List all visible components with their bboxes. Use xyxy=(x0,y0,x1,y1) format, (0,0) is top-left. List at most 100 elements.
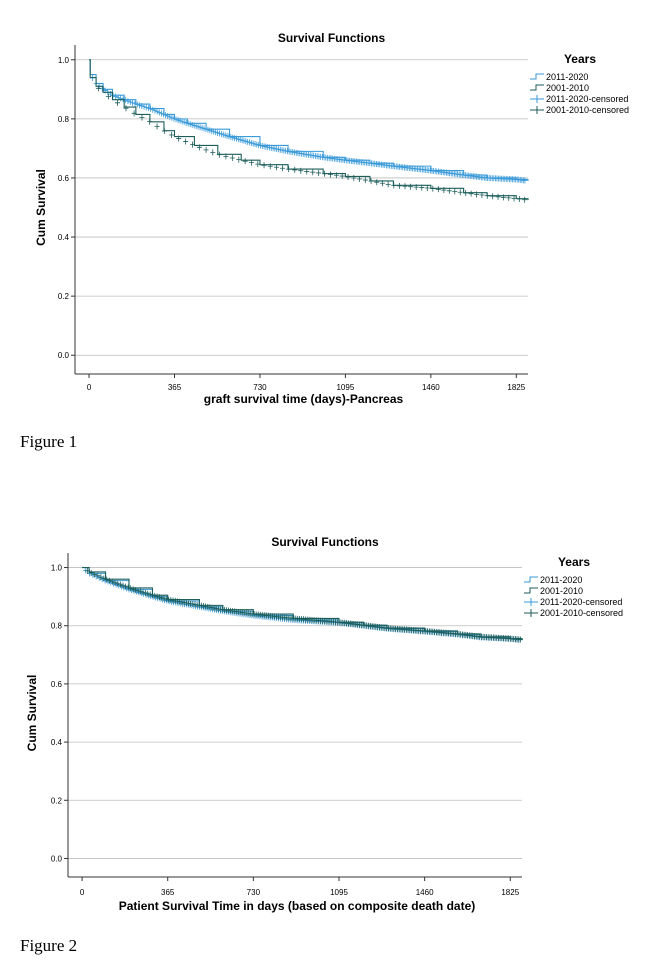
censor-mark xyxy=(158,110,164,117)
censor-mark xyxy=(139,114,145,121)
censor-mark xyxy=(112,579,118,586)
censor-mark xyxy=(522,196,528,203)
censor-mark xyxy=(203,146,209,153)
censor-mark xyxy=(118,95,124,102)
censor-mark xyxy=(125,98,131,105)
censor-mark xyxy=(145,105,151,112)
censor-marks-2011-2020 xyxy=(90,75,528,184)
censor-mark xyxy=(516,196,522,203)
censor-mark xyxy=(88,569,94,576)
censor-mark xyxy=(131,110,137,117)
censor-mark xyxy=(210,149,216,156)
censor-mark xyxy=(156,109,162,116)
censor-mark xyxy=(424,185,430,192)
censor-mark xyxy=(128,585,134,592)
censor-mark xyxy=(147,118,153,125)
censor-mark xyxy=(298,167,304,174)
censor-mark xyxy=(169,114,175,121)
censor-mark xyxy=(133,586,139,593)
censor-mark xyxy=(154,123,160,130)
censor-mark xyxy=(368,178,374,185)
censor-mark xyxy=(101,575,107,582)
censor-mark xyxy=(117,581,123,588)
legend-swatch-censor xyxy=(524,598,538,606)
censor-mark xyxy=(479,192,485,199)
censor-marks-2001-2010 xyxy=(95,85,528,203)
censor-mark xyxy=(109,578,115,585)
censor-mark xyxy=(135,587,141,594)
y-tick-label: 0.6 xyxy=(51,680,63,689)
censor-mark xyxy=(84,567,90,574)
censor-mark xyxy=(165,113,171,120)
censor-mark xyxy=(150,106,156,113)
y-tick-label: 0.8 xyxy=(51,622,63,631)
x-tick-label: 365 xyxy=(161,888,175,897)
censor-mark xyxy=(95,572,101,579)
censor-mark xyxy=(161,111,167,118)
censor-mark xyxy=(267,163,273,170)
censor-mark xyxy=(216,151,222,158)
censor-mark xyxy=(176,135,182,142)
censor-mark xyxy=(452,188,458,195)
censor-mark xyxy=(446,187,452,194)
censor-mark xyxy=(286,166,292,173)
censor-mark xyxy=(141,103,147,110)
censor-mark xyxy=(123,105,129,112)
legend-title: Years xyxy=(558,555,590,569)
censor-mark xyxy=(161,595,167,602)
y-tick-label: 0.6 xyxy=(58,174,70,183)
y-tick-label: 0.0 xyxy=(58,351,70,360)
censor-mark xyxy=(457,189,463,196)
censor-mark xyxy=(139,102,145,109)
censor-mark xyxy=(167,113,173,120)
censor-mark xyxy=(379,180,385,187)
figure-caption: Figure 2 xyxy=(20,936,78,955)
censor-mark xyxy=(495,193,501,200)
series-line-2001-2010 xyxy=(89,59,529,201)
censor-mark xyxy=(148,105,154,112)
legend-label: 2001-2010-censored xyxy=(540,608,623,618)
x-tick-label: 1095 xyxy=(330,888,348,897)
censor-mark xyxy=(132,100,138,107)
censor-mark xyxy=(166,596,172,603)
censor-mark xyxy=(310,169,316,176)
censor-mark xyxy=(163,596,169,603)
censor-mark xyxy=(362,177,368,184)
censor-mark xyxy=(161,127,167,134)
censor-mark xyxy=(156,594,162,601)
censor-mark xyxy=(304,168,310,175)
legend-swatch-step xyxy=(530,73,544,80)
censor-mark xyxy=(163,112,169,119)
censor-mark xyxy=(169,131,175,138)
censor-mark xyxy=(333,172,339,179)
censor-mark xyxy=(147,591,153,598)
censor-mark xyxy=(140,589,146,596)
censor-mark xyxy=(154,593,160,600)
y-axis-label: Cum Survival xyxy=(25,675,39,752)
chart-patient-survival: 0.0 0.2 0.4 0.6 0.8 1.0 0 365 730 1095 1460 1825 Sur… xyxy=(25,535,623,913)
censor-marks-2001-2010 xyxy=(84,567,523,643)
legend-swatch-step xyxy=(530,84,544,91)
series-line-2011-2020 xyxy=(82,566,523,641)
censor-mark xyxy=(357,176,363,183)
legend-label: 2011-2020 xyxy=(540,575,582,585)
censor-mark xyxy=(374,179,380,186)
x-axis-label: Patient Survival Time in days (based on … xyxy=(119,899,476,913)
censor-mark xyxy=(152,107,158,114)
censor-mark xyxy=(322,170,328,177)
censor-mark xyxy=(196,144,202,151)
censor-mark xyxy=(95,85,101,92)
censor-mark xyxy=(522,177,528,184)
chart-title: Survival Functions xyxy=(278,31,386,45)
censor-mark xyxy=(130,586,136,593)
censor-mark xyxy=(120,582,126,589)
censor-mark xyxy=(110,92,116,99)
legend-label: 2001-2010-censored xyxy=(546,105,629,115)
censor-mark xyxy=(249,159,255,166)
x-tick-label: 0 xyxy=(87,383,92,392)
series-line-2011-2020 xyxy=(89,59,529,181)
censor-mark xyxy=(236,156,242,163)
censor-mark xyxy=(104,576,110,583)
legend-title: Years xyxy=(564,52,596,66)
y-tick-label: 0.4 xyxy=(51,738,63,747)
